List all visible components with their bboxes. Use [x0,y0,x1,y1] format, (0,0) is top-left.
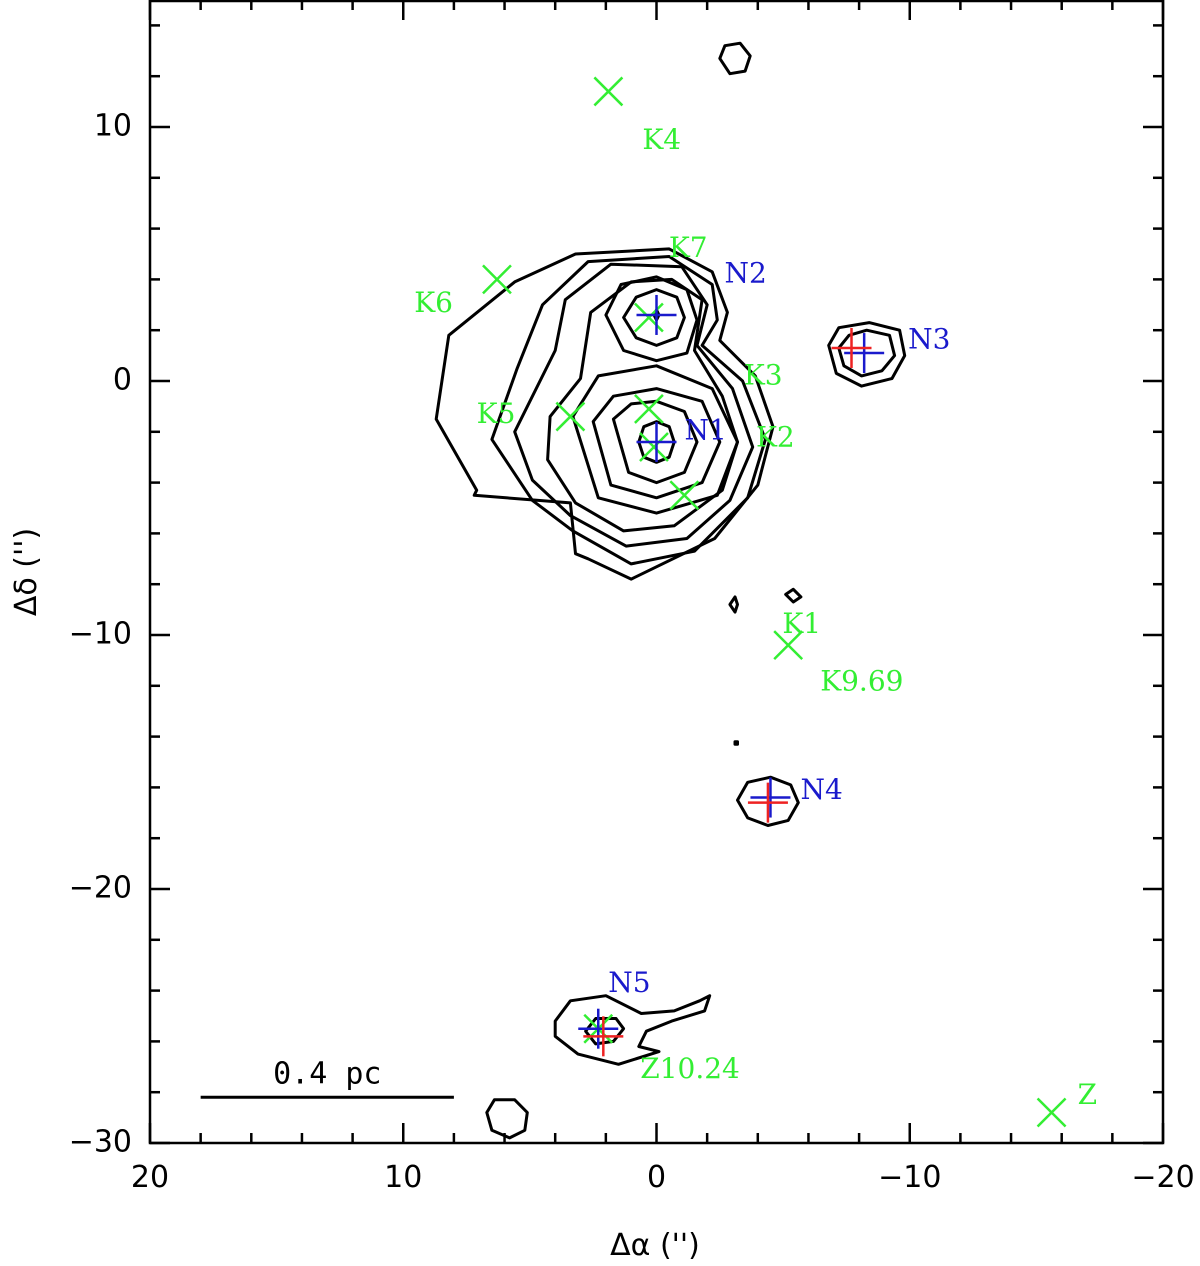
contour-0 [434,247,775,581]
k9-69-marker [773,630,804,661]
contour-7 [591,387,722,500]
plot-border [148,0,1165,1145]
contour-4 [604,275,699,363]
contour-17 [718,41,752,76]
ref2-marker [583,1016,624,1057]
y-axis-label: Δδ ('') [9,528,44,616]
contour-19 [784,587,803,604]
x-tick-label: −20 [1131,1160,1194,1195]
k4-label: K4 [642,123,681,156]
k5-label: K5 [477,397,516,430]
z10-24-label: Z10.24 [640,1052,740,1085]
x-tick-label: 0 [647,1160,666,1195]
plot-frame [148,0,1165,1145]
contour-5 [622,288,686,347]
y-tick-label: 0 [113,363,132,398]
contour-8 [611,399,699,485]
contour-2 [513,262,755,548]
contour-1 [490,255,767,566]
marker-layer [482,76,1067,1128]
n5-label: N5 [608,966,650,999]
k1-label: K1 [782,607,821,640]
n2-marker [636,294,677,335]
k3-marker [634,394,664,424]
k7-marker [634,302,664,333]
k7-label: K7 [669,231,708,264]
contour-14 [553,994,712,1066]
z-marker [1036,1097,1067,1128]
ref0-marker [831,327,872,368]
y-tick-label: 10 [94,109,132,144]
n4-marker [750,777,791,818]
n2-label: N2 [725,256,767,289]
k4-marker [593,76,624,107]
y-tick-label: −20 [69,871,132,906]
x-axis-label: Δα ('') [610,1228,700,1263]
k3-label: K3 [744,358,783,391]
ref1-marker [747,782,788,823]
k2-marker [639,432,669,462]
contour-18 [728,595,739,614]
n3-marker [844,333,885,374]
contour-20 [733,740,739,746]
n4-label: N4 [800,773,842,806]
k6-label: K6 [414,286,453,319]
n1-label: N1 [685,413,727,446]
contour-13 [736,775,800,827]
k2-label: K2 [756,421,795,454]
scale-bar: 0.4 pc [200,1056,454,1099]
y-tick-label: −10 [69,617,132,652]
n3-label: N3 [908,323,950,356]
scale-bar-label: 0.4 pc [273,1056,381,1091]
z-label: Z [1078,1078,1097,1111]
y-tick-label: −30 [69,1125,132,1160]
k5-marker [555,401,586,432]
k9-69-label: K9.69 [820,665,903,698]
x-tick-label: −10 [878,1160,941,1195]
contour-15 [584,1017,626,1046]
contour-11 [827,321,907,388]
n5-marker [578,1008,619,1049]
label-layer: K1 K2 K3 K4 K5 K6 K7 K9.69 Z10.24 Z N1 N2 N3 N4 N5 [414,123,1097,1111]
k1-marker [669,480,700,511]
x-tick-label: 10 [384,1160,422,1195]
tick-layer: 20 10 0 −10 −20 −30 −20 −10 0 10 [69,0,1195,1195]
contour-6 [571,364,739,515]
contour-12 [837,328,897,378]
n1-marker [636,421,677,462]
contour-16 [485,1098,529,1140]
contour-layer [434,41,907,1140]
k6-marker [482,264,512,295]
x-tick-label: 20 [131,1160,169,1195]
